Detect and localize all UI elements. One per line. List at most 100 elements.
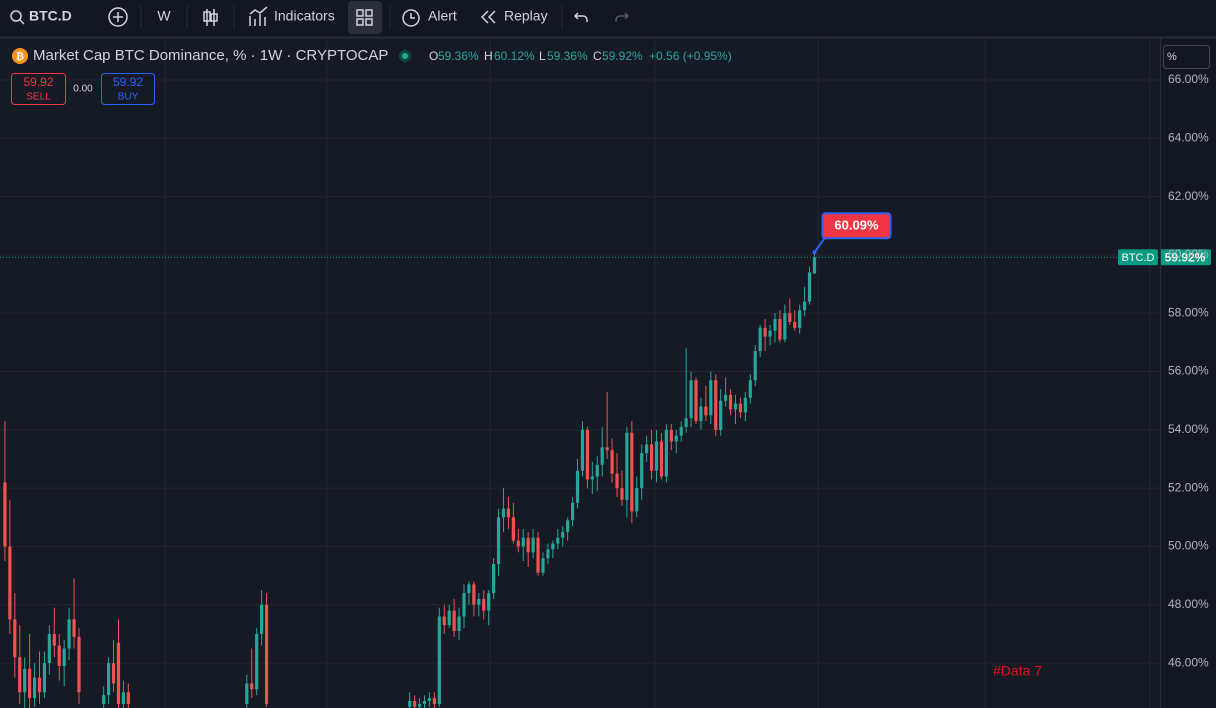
annotation-pointer <box>813 237 826 253</box>
candle-body <box>659 441 664 477</box>
redo-button[interactable] <box>615 12 630 22</box>
candle-body <box>516 540 520 547</box>
candle-body <box>561 531 565 538</box>
candle-body <box>437 616 441 704</box>
candle-body <box>77 636 81 693</box>
candle-body <box>442 616 446 626</box>
candle-body <box>116 642 121 704</box>
candle-body <box>610 450 614 474</box>
interval[interactable]: W <box>157 8 171 24</box>
scale-mode[interactable] <box>1163 45 1210 69</box>
candle-body <box>773 319 777 331</box>
toolbar: BTC.D W Indicators Alert Replay <box>10 1 630 34</box>
candle-body <box>793 321 797 328</box>
candle-body <box>72 619 76 637</box>
y-tick-label: 52.00% <box>1168 480 1209 494</box>
candle-body <box>758 327 762 352</box>
candle-body <box>679 426 683 436</box>
watermark: #Data 7 <box>993 663 1042 679</box>
candle-body <box>714 380 718 430</box>
candle-body <box>684 418 688 427</box>
y-tick-label: 62.00% <box>1168 189 1209 203</box>
legend-low: 59.36% <box>547 49 588 63</box>
candle-body <box>521 537 525 547</box>
candle-body <box>551 543 555 550</box>
sell-price: 59.92 <box>23 75 53 89</box>
candle-body <box>492 563 496 594</box>
indicators-button[interactable]: Indicators <box>274 8 335 24</box>
layouts-button[interactable] <box>348 1 382 34</box>
candle-body <box>245 683 249 704</box>
y-tick-label: 66.00% <box>1168 72 1209 86</box>
buy-price: 59.92 <box>113 75 143 89</box>
candle-body <box>575 470 580 503</box>
candle-body <box>452 610 456 632</box>
y-tick-label: 60.00% <box>1168 247 1209 261</box>
add-symbol[interactable] <box>108 7 128 27</box>
candle-body <box>477 598 481 605</box>
candle-body <box>778 319 782 340</box>
candle-body <box>654 441 659 471</box>
buy-button[interactable] <box>101 73 155 105</box>
candle-body <box>768 330 772 337</box>
y-tick-label: 54.00% <box>1168 422 1209 436</box>
candle-body <box>649 444 654 471</box>
candle-body <box>709 380 713 416</box>
y-tick-label: 56.00% <box>1168 364 1209 378</box>
candle-body <box>748 380 752 398</box>
candle-body <box>664 429 668 477</box>
coin-icon <box>12 48 28 64</box>
candle-body <box>52 633 56 646</box>
symbol[interactable]: BTC.D <box>29 8 72 24</box>
candle-body <box>37 677 42 693</box>
candle-body <box>674 435 678 442</box>
candle-body <box>126 692 130 704</box>
candle-body <box>728 394 733 410</box>
candle-body <box>422 701 427 704</box>
candle-body <box>106 663 111 696</box>
layouts-icon <box>356 9 373 26</box>
alert-icon-hand <box>410 13 415 19</box>
candle-body <box>102 695 106 704</box>
annotation-label: 60.09% <box>834 218 879 233</box>
candle-body <box>23 668 27 693</box>
candle-body <box>472 584 476 605</box>
y-tick-label: 58.00% <box>1168 305 1209 319</box>
candle-body <box>427 698 432 702</box>
replay-button[interactable]: Replay <box>504 8 548 24</box>
chart-type-icon[interactable] <box>203 9 218 26</box>
legend-close: 59.92% <box>602 49 643 63</box>
legend-title: Market Cap BTC Dominance, % · 1W · CRYPT… <box>33 47 388 64</box>
search-icon[interactable] <box>10 10 22 22</box>
sell-button[interactable] <box>11 73 66 105</box>
candle-body <box>432 698 436 704</box>
spread: 0.00 <box>73 84 93 95</box>
candle-body <box>566 520 570 532</box>
legend-c-label: C <box>593 49 602 63</box>
candle-body <box>462 593 466 617</box>
candle-body <box>3 482 7 547</box>
candle-body <box>417 703 422 707</box>
coin-icon-glyph: ₿ <box>16 51 24 63</box>
candle-body <box>413 701 417 707</box>
candle-body <box>47 633 51 664</box>
replay-icon[interactable] <box>480 10 496 24</box>
alert-button[interactable]: Alert <box>428 8 457 24</box>
price-name-box <box>1118 249 1158 266</box>
indicators-icon[interactable] <box>249 6 268 26</box>
candle-body <box>32 677 37 699</box>
alert-icon[interactable] <box>402 9 420 27</box>
candle-body <box>67 619 71 649</box>
candle-body <box>556 537 560 544</box>
candle-body <box>724 394 728 401</box>
y-tick-label: 48.00% <box>1168 597 1209 611</box>
price-value-box <box>1160 249 1211 266</box>
candle-body <box>28 668 32 699</box>
undo-button[interactable] <box>573 12 588 22</box>
candle-body <box>733 403 738 410</box>
price-name: BTC.D <box>1122 252 1155 264</box>
annotation-anchor <box>812 250 817 255</box>
candle-body <box>18 657 22 693</box>
candle-body <box>743 397 747 413</box>
candle-body <box>753 351 757 381</box>
